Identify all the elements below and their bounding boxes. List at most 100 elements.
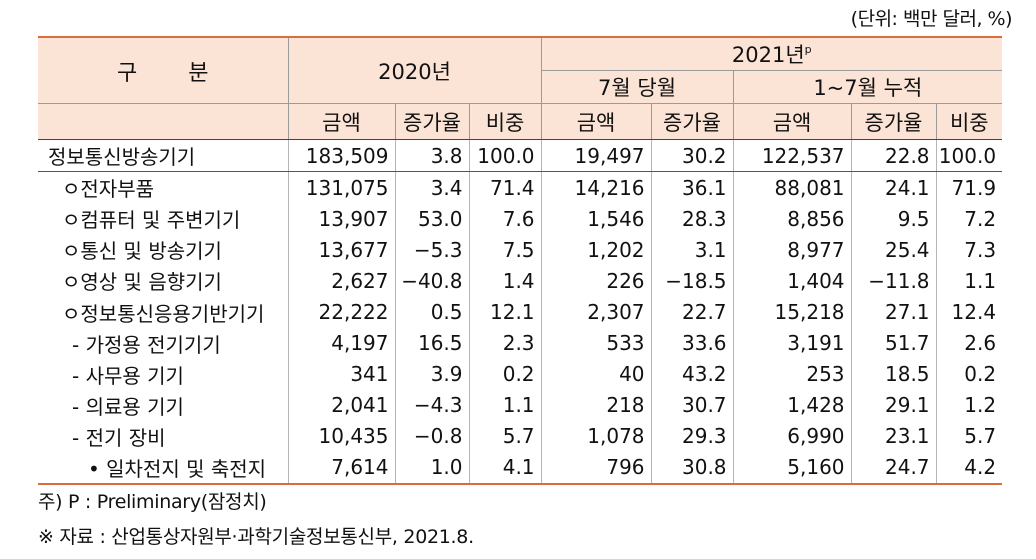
table-cell: 43.2: [650, 358, 734, 390]
table-cell: −4.3: [394, 389, 470, 421]
col-share-cum: 비중: [935, 103, 1003, 140]
row-label: ㅇ통신 및 방송기기: [38, 234, 289, 266]
table-cell: 29.1: [850, 389, 937, 421]
table-row: - 의료용 기기 2,041 −4.3 1.1 218 30.7 1,428 2…: [38, 389, 1003, 421]
table-cell: 25.4: [850, 234, 937, 266]
table-cell: 100.0: [468, 138, 542, 173]
table-cell: 1,202: [540, 234, 652, 266]
row-label: • 일차전지 및 축전지: [38, 451, 289, 486]
table-cell: 226: [540, 265, 652, 297]
table-cell: 8,856: [732, 203, 852, 235]
table-row: ㅇ정보통신응용기반기기 22,222 0.5 12.1 2,307 22.7 1…: [38, 296, 1003, 328]
col-growth-cum: 증가율: [850, 103, 937, 140]
table-row: - 사무용 기기 341 3.9 0.2 40 43.2 253 18.5 0.…: [38, 358, 1003, 390]
table-cell: 1,404: [732, 265, 852, 297]
table-cell: 1,078: [540, 420, 652, 452]
table-cell: 3.1: [650, 234, 734, 266]
table-cell: 341: [287, 358, 396, 390]
table-cell: 22.8: [850, 138, 937, 173]
table-cell: −11.8: [850, 265, 937, 297]
preliminary-mark: p: [804, 43, 812, 56]
table-row: - 전기 장비 10,435 −0.8 5.7 1,078 29.3 6,990…: [38, 420, 1003, 452]
table-cell: 53.0: [394, 203, 470, 235]
table-cell: 1.2: [935, 389, 1003, 421]
table-cell: 3,191: [732, 327, 852, 359]
table-cell: −0.8: [394, 420, 470, 452]
table-cell: 1,546: [540, 203, 652, 235]
table-cell: 7,614: [287, 451, 396, 486]
table-cell: 2,307: [540, 296, 652, 328]
row-label: - 의료용 기기: [38, 389, 289, 421]
table-cell: 0.2: [468, 358, 542, 390]
table-cell: 533: [540, 327, 652, 359]
table-cell: 6,990: [732, 420, 852, 452]
year-2021-header: 2021년p: [540, 36, 1003, 71]
table-cell: 5.7: [468, 420, 542, 452]
table-cell: 7.5: [468, 234, 542, 266]
table-cell: 3.4: [394, 171, 470, 204]
table-row: ㅇ영상 및 음향기기 2,627 −40.8 1.4 226 −18.5 1,4…: [38, 265, 1003, 297]
table-cell: 1.1: [468, 389, 542, 421]
col-growth-july: 증가율: [650, 103, 734, 140]
table-cell: 5.7: [935, 420, 1003, 452]
table-cell: 30.8: [650, 451, 734, 486]
table-cell: 0.2: [935, 358, 1003, 390]
table-cell: 2.3: [468, 327, 542, 359]
table-cell: 183,509: [287, 138, 396, 173]
table-cell: 15,218: [732, 296, 852, 328]
table-cell: 30.2: [650, 138, 734, 173]
table-cell: 13,907: [287, 203, 396, 235]
table-row: - 가정용 전기기기 4,197 16.5 2.3 533 33.6 3,191…: [38, 327, 1003, 359]
row-label: ㅇ전자부품: [38, 171, 289, 204]
table-cell: 2.6: [935, 327, 1003, 359]
table-cell: 796: [540, 451, 652, 486]
table-cell: 1,428: [732, 389, 852, 421]
col-amount-cum: 금액: [732, 103, 852, 140]
year-2020-header: 2020년: [287, 36, 542, 104]
table-cell: 8,977: [732, 234, 852, 266]
table-cell: −5.3: [394, 234, 470, 266]
table-cell: 2,041: [287, 389, 396, 421]
table-cell: 30.7: [650, 389, 734, 421]
col-amount-2020: 금액: [287, 103, 396, 140]
table-row: ㅇ전자부품 131,075 3.4 71.4 14,216 36.1 88,08…: [38, 171, 1003, 204]
row-label: ㅇ정보통신응용기반기기: [38, 296, 289, 328]
table-cell: 4.1: [468, 451, 542, 486]
table-row: • 일차전지 및 축전지 7,614 1.0 4.1 796 30.8 5,16…: [38, 451, 1003, 486]
table-cell: 24.7: [850, 451, 937, 486]
year-2021-label: 2021년: [731, 43, 805, 67]
table-header: 구 분 2020년 2021년p 7월 당월 1~7월 누적 금액 증가율 비중…: [38, 36, 1003, 140]
col-amount-july: 금액: [540, 103, 652, 140]
table-cell: 40: [540, 358, 652, 390]
table-cell: 88,081: [732, 171, 852, 204]
table-cell: 131,075: [287, 171, 396, 204]
table-cell: 100.0: [935, 138, 1003, 173]
table-cell: 253: [732, 358, 852, 390]
table-cell: 19,497: [540, 138, 652, 173]
table-cell: 29.3: [650, 420, 734, 452]
row-label: ㅇ영상 및 음향기기: [38, 265, 289, 297]
table-cell: 1.1: [935, 265, 1003, 297]
table-cell: 12.1: [468, 296, 542, 328]
unit-note: (단위: 백만 달러, %): [850, 8, 1013, 30]
table-cell: 71.4: [468, 171, 542, 204]
table-row: ㅇ컴퓨터 및 주변기기 13,907 53.0 7.6 1,546 28.3 8…: [38, 203, 1003, 235]
table-cell: 28.3: [650, 203, 734, 235]
row-label: ㅇ컴퓨터 및 주변기기: [38, 203, 289, 235]
table-cell: 7.3: [935, 234, 1003, 266]
table-cell: 10,435: [287, 420, 396, 452]
table-cell: 7.6: [468, 203, 542, 235]
table-cell: 218: [540, 389, 652, 421]
row-label: - 사무용 기기: [38, 358, 289, 390]
col-share-2020: 비중: [468, 103, 542, 140]
table-cell: 18.5: [850, 358, 937, 390]
row-label: - 가정용 전기기기: [38, 327, 289, 359]
table-cell: 2,627: [287, 265, 396, 297]
table-body: 정보통신방송기기 183,509 3.8 100.0 19,497 30.2 1…: [38, 138, 1003, 486]
table-cell: 23.1: [850, 420, 937, 452]
table-cell: 9.5: [850, 203, 937, 235]
table-cell: 16.5: [394, 327, 470, 359]
table-cell: −18.5: [650, 265, 734, 297]
table-cell: 3.9: [394, 358, 470, 390]
jan-jul-header: 1~7월 누적: [732, 70, 1003, 104]
